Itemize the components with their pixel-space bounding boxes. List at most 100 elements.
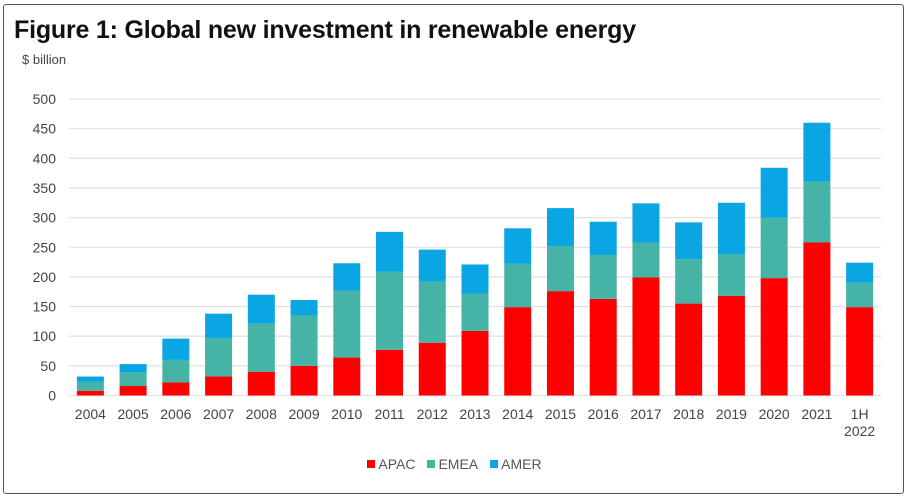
legend-item-emea: EMEA <box>427 456 478 472</box>
bar-segment-amer <box>247 294 275 324</box>
x-tick-label: 1H <box>851 406 869 422</box>
legend-label: APAC <box>378 456 416 472</box>
legend-swatch <box>490 460 499 468</box>
bar-segment-emea <box>376 271 404 350</box>
bar-segment-apac <box>247 371 275 396</box>
bar-segment-apac <box>162 382 190 396</box>
bar-segment-apac <box>632 277 660 396</box>
bar-segment-emea <box>803 181 831 243</box>
legend-swatch <box>427 460 436 468</box>
bar-segment-amer <box>76 376 104 382</box>
x-tick-label: 2008 <box>246 406 277 422</box>
x-tick-label: 2022 <box>844 423 875 439</box>
y-tick-label: 200 <box>33 269 57 285</box>
y-tick-label: 0 <box>48 388 56 404</box>
y-tick-label: 400 <box>33 150 57 166</box>
y-axis-unit-label: $ billion <box>22 52 67 67</box>
bar-segment-apac <box>546 291 574 396</box>
x-tick-label: 2014 <box>502 406 533 422</box>
bar-segment-apac <box>119 386 147 396</box>
bar-segment-apac <box>760 278 788 396</box>
y-tick-label: 50 <box>40 358 56 374</box>
bar-segment-emea <box>205 337 233 377</box>
bar-segment-amer <box>803 122 831 182</box>
x-tick-label: 2021 <box>801 406 832 422</box>
bar-segment-amer <box>675 222 703 260</box>
bar-segment-amer <box>589 221 617 255</box>
x-tick-label: 2015 <box>545 406 576 422</box>
bar-segment-apac <box>803 242 831 396</box>
bar-segment-emea <box>119 372 147 387</box>
legend-label: EMEA <box>438 456 479 472</box>
bar-segment-emea <box>675 259 703 304</box>
bar-segment-apac <box>376 349 404 396</box>
bar-segment-apac <box>846 307 874 396</box>
bar-segment-emea <box>76 381 104 391</box>
bar-segment-amer <box>846 262 874 283</box>
bar-segment-amer <box>760 167 788 218</box>
bar-segment-emea <box>589 254 617 299</box>
x-tick-label: 2010 <box>331 406 362 422</box>
figure-frame <box>3 4 904 494</box>
bar-segment-apac <box>76 390 104 396</box>
legend: APAC EMEA AMER <box>0 455 909 472</box>
bar-segment-amer <box>504 228 532 264</box>
bar-segment-apac <box>675 303 703 396</box>
legend-item-apac: APAC <box>367 456 415 472</box>
y-tick-label: 150 <box>33 299 57 315</box>
bar-segment-amer <box>162 338 190 360</box>
bar-segment-amer <box>290 300 318 316</box>
bar-segment-apac <box>589 298 617 396</box>
bar-segment-emea <box>717 254 745 296</box>
bar-segment-emea <box>333 290 361 358</box>
bar-segment-emea <box>632 242 660 278</box>
legend-item-amer: AMER <box>490 456 542 472</box>
legend-label: AMER <box>501 456 542 472</box>
y-axis-ticks: 0 50 100 150 200 250 300 350 400 450 500 <box>33 91 57 404</box>
bar-segment-apac <box>290 365 318 396</box>
bars <box>76 122 874 396</box>
y-tick-label: 300 <box>33 210 57 226</box>
bar-segment-apac <box>504 307 532 396</box>
legend-swatch <box>367 460 376 468</box>
y-tick-label: 100 <box>33 328 57 344</box>
bar-segment-apac <box>717 295 745 396</box>
bar-segment-apac <box>418 342 446 396</box>
chart-title: Figure 1: Global new investment in renew… <box>14 16 636 44</box>
bar-segment-emea <box>504 263 532 308</box>
x-tick-label: 2006 <box>160 406 191 422</box>
bar-segment-emea <box>247 323 275 372</box>
y-tick-label: 250 <box>33 239 57 255</box>
x-tick-label: 2020 <box>759 406 790 422</box>
x-tick-label: 2019 <box>716 406 747 422</box>
x-tick-label: 2016 <box>588 406 619 422</box>
bar-segment-emea <box>546 246 574 292</box>
y-tick-label: 450 <box>33 121 57 137</box>
bar-segment-apac <box>205 376 233 396</box>
bar-segment-amer <box>376 231 404 272</box>
bar-segment-apac <box>333 357 361 396</box>
x-tick-label: 2013 <box>459 406 490 422</box>
x-tick-label: 2012 <box>417 406 448 422</box>
bar-segment-amer <box>205 313 233 338</box>
bar-segment-amer <box>717 202 745 255</box>
bar-segment-emea <box>760 217 788 279</box>
bar-segment-emea <box>461 293 489 331</box>
x-tick-label: 2017 <box>630 406 661 422</box>
bar-segment-amer <box>119 364 147 373</box>
bar-segment-amer <box>418 249 446 282</box>
y-tick-label: 500 <box>33 91 57 107</box>
bar-segment-emea <box>162 359 190 383</box>
x-tick-label: 2018 <box>673 406 704 422</box>
bar-segment-amer <box>632 203 660 243</box>
bar-segment-amer <box>461 264 489 294</box>
bar-segment-apac <box>461 330 489 396</box>
x-tick-label: 2007 <box>203 406 234 422</box>
x-tick-label: 2009 <box>288 406 319 422</box>
bar-segment-amer <box>333 263 361 291</box>
x-tick-label: 2011 <box>374 406 404 422</box>
x-tick-label: 2005 <box>118 406 149 422</box>
x-tick-label: 2004 <box>75 406 106 422</box>
bar-segment-emea <box>846 282 874 308</box>
